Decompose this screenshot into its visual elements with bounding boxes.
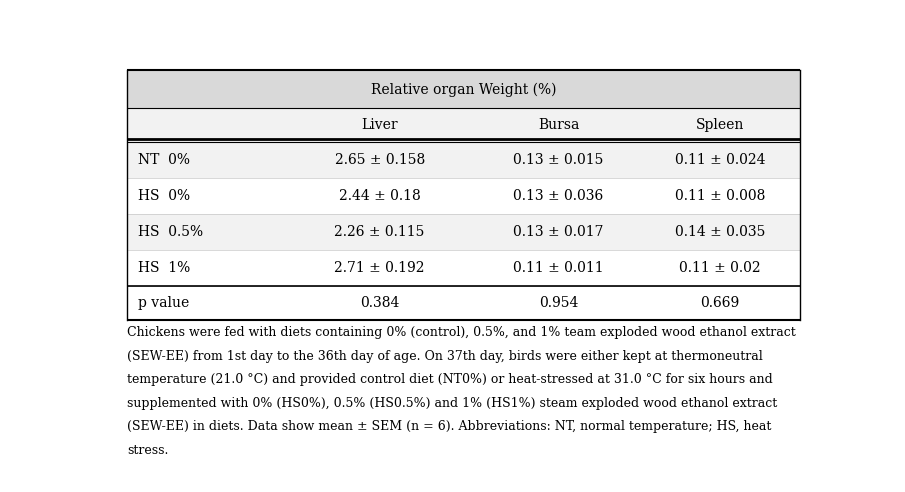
Text: 0.669: 0.669 [700,296,739,310]
Text: 2.65 ± 0.158: 2.65 ± 0.158 [335,154,424,167]
Text: 0.954: 0.954 [538,296,578,310]
Text: (SEW-EE) from 1st day to the 36th day of age. On 37th day, birds were either kep: (SEW-EE) from 1st day to the 36th day of… [127,350,763,363]
Text: HS  0.5%: HS 0.5% [138,225,203,240]
Text: 0.11 ± 0.011: 0.11 ± 0.011 [513,261,604,276]
Text: Spleen: Spleen [696,119,744,132]
Text: 0.11 ± 0.024: 0.11 ± 0.024 [674,154,765,167]
Text: 0.13 ± 0.017: 0.13 ± 0.017 [513,225,604,240]
Text: HS  0%: HS 0% [138,189,190,203]
Text: 0.384: 0.384 [360,296,399,310]
Text: temperature (21.0 °C) and provided control diet (NT0%) or heat-stressed at 31.0 : temperature (21.0 °C) and provided contr… [127,373,773,386]
Text: p value: p value [138,296,189,310]
Bar [127,215,800,250]
Bar [127,142,800,179]
Bar [127,286,800,320]
Text: Bursa: Bursa [538,119,579,132]
Bar [127,70,800,108]
Text: (SEW-EE) in diets. Data show mean ± SEM (n = 6). Abbreviations: NT, normal tempe: (SEW-EE) in diets. Data show mean ± SEM … [127,420,772,433]
Text: 0.14 ± 0.035: 0.14 ± 0.035 [674,225,765,240]
Bar [127,250,800,286]
Text: 2.26 ± 0.115: 2.26 ± 0.115 [335,225,424,240]
Text: 2.71 ± 0.192: 2.71 ± 0.192 [335,261,425,276]
Text: Relative organ Weight (%): Relative organ Weight (%) [371,82,557,96]
Text: 0.11 ± 0.02: 0.11 ± 0.02 [679,261,760,276]
Text: 0.13 ± 0.036: 0.13 ± 0.036 [513,189,604,203]
Text: stress.: stress. [127,444,168,457]
Text: 0.11 ± 0.008: 0.11 ± 0.008 [674,189,765,203]
Text: HS  1%: HS 1% [138,261,190,276]
Text: Chickens were fed with diets containing 0% (control), 0.5%, and 1% team exploded: Chickens were fed with diets containing … [127,326,795,339]
Text: 2.44 ± 0.18: 2.44 ± 0.18 [338,189,421,203]
Text: Liver: Liver [361,119,398,132]
Text: 0.13 ± 0.015: 0.13 ± 0.015 [513,154,604,167]
Bar [127,108,800,142]
Text: supplemented with 0% (HS0%), 0.5% (HS0.5%) and 1% (HS1%) steam exploded wood eth: supplemented with 0% (HS0%), 0.5% (HS0.5… [127,397,777,409]
Text: NT  0%: NT 0% [138,154,190,167]
Bar [127,179,800,215]
